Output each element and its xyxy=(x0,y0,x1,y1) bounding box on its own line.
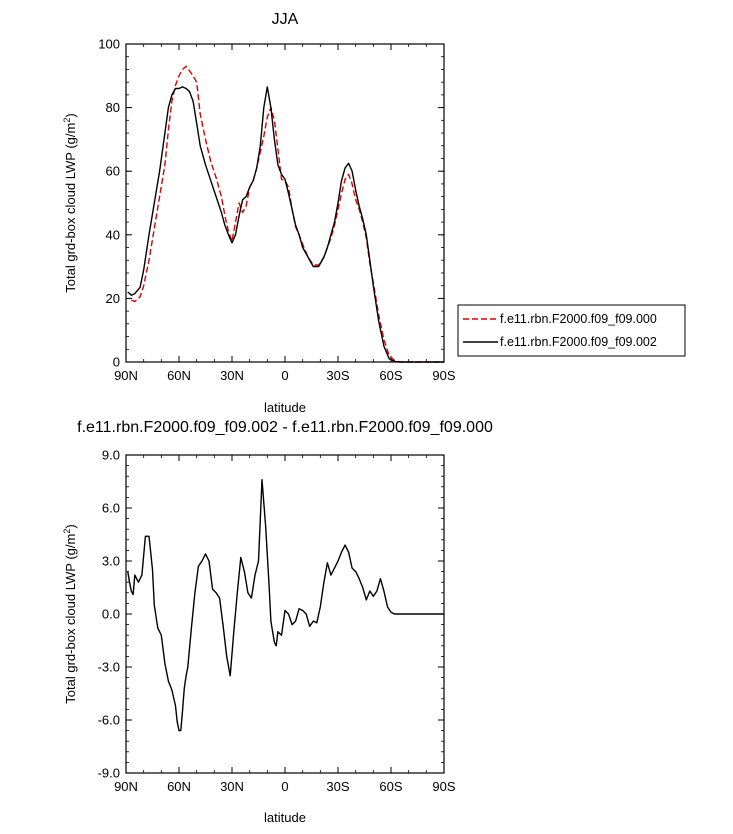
top-chart-title: JJA xyxy=(272,11,299,28)
top-x-tick-label: 30N xyxy=(220,368,244,383)
bottom-plot-area: 90N 60N 30N 0 30S 60S 90S -9.0 -6.0 -3.0 0.0 3.0 6.0… xyxy=(98,448,456,795)
bottom-x-tick-label: 30N xyxy=(220,779,244,794)
top-y-axis-label: Total grd-box cloud LWP (g/m2) xyxy=(62,113,78,292)
bottom-x-tick-label: 0 xyxy=(281,779,288,794)
legend: f.e11.rbn.F2000.f09_f09.000 f.e11.rbn.F2… xyxy=(457,304,686,357)
bottom-y-tick-label: 9.0 xyxy=(102,448,120,463)
legend-label-series-000: f.e11.rbn.F2000.f09_f09.000 xyxy=(500,312,657,326)
bottom-x-tick-label: 90S xyxy=(432,779,455,794)
top-plot-area: 90N 60N 30N 0 30S 60S 90S 0 20 40 60 80 100 xyxy=(98,37,456,384)
top-x-axis-label: latitude xyxy=(264,400,306,415)
bottom-y-tick-label: 0.0 xyxy=(102,607,120,622)
top-x-tick-label: 60S xyxy=(379,368,402,383)
top-y-tick-label: 40 xyxy=(106,227,120,242)
bottom-y-tick-label: 3.0 xyxy=(102,554,120,569)
top-x-tick-label: 90N xyxy=(114,368,138,383)
bottom-y-axis-label: Total grd-box cloud LWP (g/m2) xyxy=(62,524,78,703)
bottom-x-axis-label: latitude xyxy=(264,810,306,825)
top-y-tick-label: 80 xyxy=(106,100,120,115)
bottom-series-line-0 xyxy=(127,479,444,732)
bottom-y-tick-label: -6.0 xyxy=(98,713,120,728)
bottom-y-tick-label: 6.0 xyxy=(102,501,120,516)
bottom-x-tick-label: 90N xyxy=(114,779,138,794)
legend-label-series-002: f.e11.rbn.F2000.f09_f09.002 xyxy=(500,335,657,349)
bottom-x-tick-label: 60S xyxy=(379,779,402,794)
bottom-x-tick-label: 30S xyxy=(326,779,349,794)
top-y-tick-label: 100 xyxy=(98,37,120,52)
top-x-tick-label: 90S xyxy=(432,368,455,383)
top-x-tick-label: 60N xyxy=(167,368,191,383)
top-y-tick-label: 20 xyxy=(106,291,120,306)
bottom-chart-title: f.e11.rbn.F2000.f09_f09.002 - f.e11.rbn.… xyxy=(77,419,493,436)
top-y-tick-label: 0 xyxy=(113,355,120,370)
top-x-tick-label: 0 xyxy=(281,368,288,383)
top-series-line-0 xyxy=(131,65,444,363)
top-series-line-1 xyxy=(127,86,444,363)
bottom-x-tick-label: 60N xyxy=(167,779,191,794)
bottom-y-tick-label: -3.0 xyxy=(98,660,120,675)
bottom-y-tick-label: -9.0 xyxy=(98,766,120,781)
legend-box xyxy=(457,304,686,357)
top-y-tick-label: 60 xyxy=(106,164,120,179)
top-x-tick-label: 30S xyxy=(326,368,349,383)
